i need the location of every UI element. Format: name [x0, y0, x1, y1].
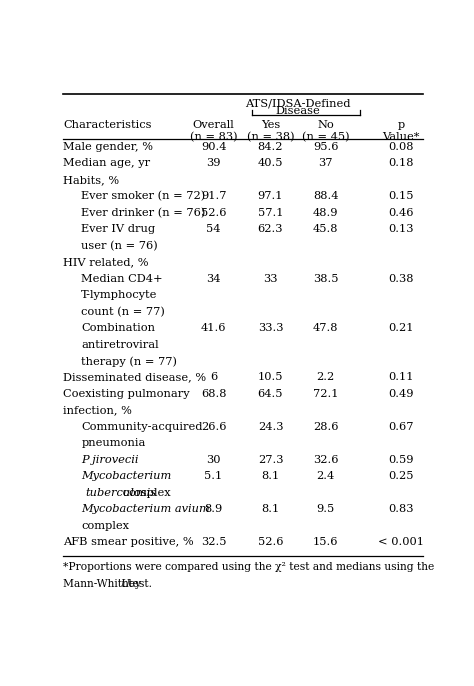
Text: Coexisting pulmonary: Coexisting pulmonary: [63, 389, 190, 399]
Text: 38.5: 38.5: [313, 274, 338, 284]
Text: 52.6: 52.6: [201, 208, 226, 218]
Text: 47.8: 47.8: [313, 323, 338, 333]
Text: 33.3: 33.3: [258, 323, 283, 333]
Text: Ever drinker (n = 76): Ever drinker (n = 76): [82, 208, 206, 218]
Text: 27.3: 27.3: [258, 455, 283, 464]
Text: 91.7: 91.7: [201, 191, 226, 202]
Text: complex: complex: [82, 521, 129, 530]
Text: 62.3: 62.3: [258, 224, 283, 235]
Text: infection, %: infection, %: [63, 405, 132, 415]
Text: 95.6: 95.6: [313, 142, 338, 152]
Text: 15.6: 15.6: [313, 537, 338, 547]
Text: 2.2: 2.2: [317, 372, 335, 382]
Text: AFB smear positive, %: AFB smear positive, %: [63, 537, 193, 547]
Text: 8.1: 8.1: [261, 471, 280, 481]
Text: complex: complex: [119, 488, 171, 497]
Text: antiretroviral: antiretroviral: [82, 340, 159, 350]
Text: 52.6: 52.6: [258, 537, 283, 547]
Text: 0.38: 0.38: [388, 274, 414, 284]
Text: therapy (n = 77): therapy (n = 77): [82, 356, 177, 366]
Text: Overall
(n = 83): Overall (n = 83): [190, 120, 237, 142]
Text: 0.67: 0.67: [388, 422, 414, 431]
Text: U: U: [121, 579, 130, 589]
Text: 84.2: 84.2: [258, 142, 283, 152]
Text: 5.1: 5.1: [204, 471, 223, 481]
Text: 37: 37: [319, 158, 333, 169]
Text: 64.5: 64.5: [258, 389, 283, 399]
Text: 6: 6: [210, 372, 217, 382]
Text: Characteristics: Characteristics: [63, 120, 151, 130]
Text: 2.4: 2.4: [317, 471, 335, 481]
Text: Yes
(n = 38): Yes (n = 38): [246, 120, 294, 142]
Text: 32.6: 32.6: [313, 455, 338, 464]
Text: Combination: Combination: [82, 323, 155, 333]
Text: Male gender, %: Male gender, %: [63, 142, 153, 152]
Text: 39: 39: [206, 158, 221, 169]
Text: 68.8: 68.8: [201, 389, 226, 399]
Text: 30: 30: [206, 455, 221, 464]
Text: user (n = 76): user (n = 76): [82, 241, 158, 251]
Text: 0.11: 0.11: [388, 372, 414, 382]
Text: 8.1: 8.1: [261, 504, 280, 514]
Text: No
(n = 45): No (n = 45): [302, 120, 349, 142]
Text: Mycobacterium avium: Mycobacterium avium: [82, 504, 210, 514]
Text: Ever IV drug: Ever IV drug: [82, 224, 155, 235]
Text: 0.21: 0.21: [388, 323, 414, 333]
Text: 0.25: 0.25: [388, 471, 414, 481]
Text: 40.5: 40.5: [258, 158, 283, 169]
Text: 8.9: 8.9: [204, 504, 223, 514]
Text: count (n = 77): count (n = 77): [82, 307, 165, 317]
Text: Community-acquired: Community-acquired: [82, 422, 203, 431]
Text: 32.5: 32.5: [201, 537, 226, 547]
Text: pneumonia: pneumonia: [82, 438, 146, 448]
Text: 0.08: 0.08: [388, 142, 414, 152]
Text: 26.6: 26.6: [201, 422, 226, 431]
Text: < 0.001: < 0.001: [378, 537, 424, 547]
Text: 0.83: 0.83: [388, 504, 414, 514]
Text: 88.4: 88.4: [313, 191, 338, 202]
Text: 90.4: 90.4: [201, 142, 226, 152]
Text: 10.5: 10.5: [258, 372, 283, 382]
Text: *Proportions were compared using the χ² test and medians using the: *Proportions were compared using the χ² …: [63, 562, 434, 572]
Text: P jirovecii: P jirovecii: [82, 455, 139, 464]
Text: 34: 34: [206, 274, 221, 284]
Text: 57.1: 57.1: [258, 208, 283, 218]
Text: Disseminated disease, %: Disseminated disease, %: [63, 372, 206, 382]
Text: 48.9: 48.9: [313, 208, 338, 218]
Text: Median CD4+: Median CD4+: [82, 274, 163, 284]
Text: 0.46: 0.46: [388, 208, 414, 218]
Text: Mann-Whitney: Mann-Whitney: [63, 579, 144, 589]
Text: 24.3: 24.3: [258, 422, 283, 431]
Text: test.: test.: [125, 579, 152, 589]
Text: 33: 33: [263, 274, 278, 284]
Text: ATS/IDSA-Defined: ATS/IDSA-Defined: [245, 98, 351, 108]
Text: HIV related, %: HIV related, %: [63, 257, 148, 268]
Text: Habits, %: Habits, %: [63, 175, 119, 185]
Text: 72.1: 72.1: [313, 389, 338, 399]
Text: 0.13: 0.13: [388, 224, 414, 235]
Text: 97.1: 97.1: [258, 191, 283, 202]
Text: 0.59: 0.59: [388, 455, 414, 464]
Text: tuberculosis: tuberculosis: [85, 488, 156, 497]
Text: 9.5: 9.5: [317, 504, 335, 514]
Text: Ever smoker (n = 72): Ever smoker (n = 72): [82, 191, 206, 202]
Text: 45.8: 45.8: [313, 224, 338, 235]
Text: 41.6: 41.6: [201, 323, 226, 333]
Text: Median age, yr: Median age, yr: [63, 158, 150, 169]
Text: 0.18: 0.18: [388, 158, 414, 169]
Text: T-lymphocyte: T-lymphocyte: [82, 290, 158, 300]
Text: 0.49: 0.49: [388, 389, 414, 399]
Text: Disease: Disease: [276, 106, 320, 116]
Text: p
Value*: p Value*: [382, 120, 419, 142]
Text: Mycobacterium: Mycobacterium: [82, 471, 172, 481]
Text: 54: 54: [206, 224, 221, 235]
Text: 0.15: 0.15: [388, 191, 414, 202]
Text: 28.6: 28.6: [313, 422, 338, 431]
